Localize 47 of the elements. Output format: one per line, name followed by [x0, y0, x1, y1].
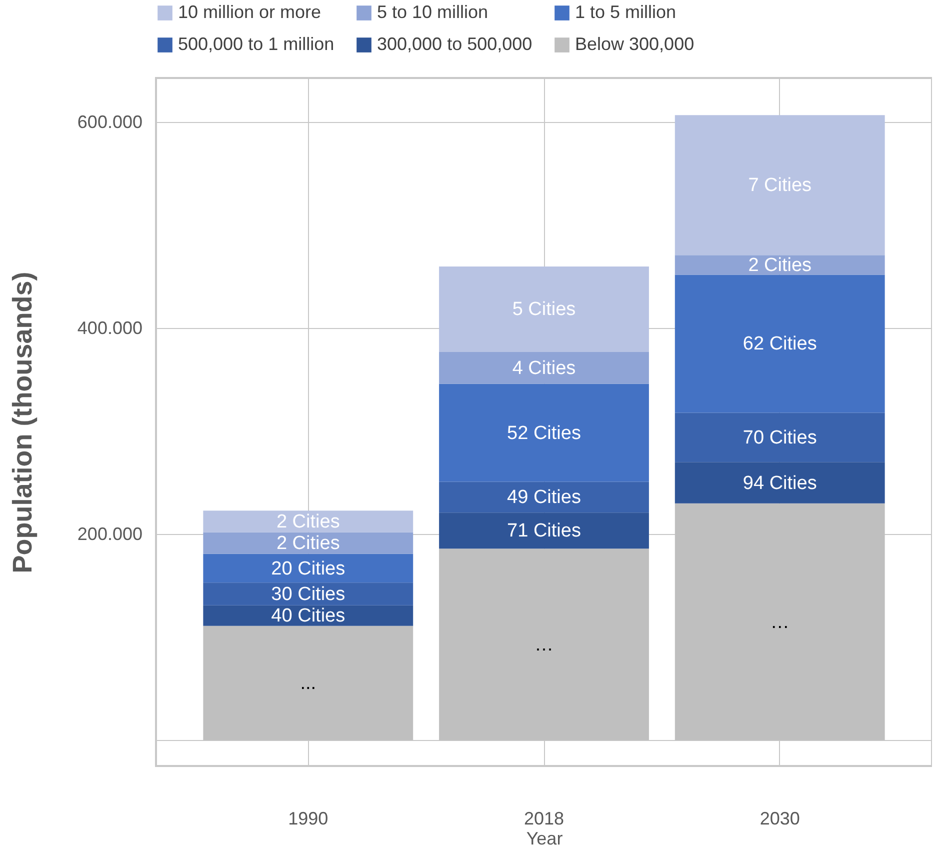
legend-label: 500,000 to 1 million	[178, 34, 334, 54]
x-axis-title: Year	[526, 828, 563, 848]
legend-label: 5 to 10 million	[377, 2, 488, 22]
annotation: 40 Cities	[271, 606, 346, 627]
x-tick-label: 2018	[524, 808, 564, 828]
y-tick-label: 600.000	[77, 112, 142, 132]
annotation: …	[770, 612, 790, 633]
x-tick-label: 1990	[288, 808, 328, 828]
annotation: 7 Cities	[748, 175, 812, 196]
annotation: 2 Cities	[276, 511, 340, 532]
bar	[674, 412, 885, 462]
annotation: 4 Cities	[512, 358, 576, 379]
legend-label: 1 to 5 million	[575, 2, 676, 22]
bar	[203, 605, 414, 626]
legend-label: 10 million or more	[178, 2, 322, 22]
bar	[674, 462, 885, 504]
bar	[203, 510, 414, 532]
annotation: 2 Cities	[276, 533, 340, 554]
y-tick-label: 400.000	[77, 318, 142, 338]
annotation: 30 Cities	[271, 584, 346, 605]
annotation: 71 Cities	[507, 520, 581, 542]
bar	[203, 532, 414, 554]
annotation: ...	[300, 673, 316, 694]
legend-label: 300,000 to 500,000	[377, 34, 532, 54]
annotation: 94 Cities	[742, 472, 817, 494]
bar	[674, 115, 885, 256]
bar	[674, 255, 885, 275]
legend-label: Below 300,000	[575, 34, 694, 54]
bar	[439, 352, 649, 384]
annotation: 70 Cities	[742, 427, 817, 448]
annotation: 49 Cities	[507, 487, 581, 508]
annotation: …	[534, 634, 554, 656]
bar	[674, 274, 885, 413]
bar	[439, 512, 649, 549]
annotation: 52 Cities	[507, 422, 581, 444]
bar	[203, 582, 414, 606]
x-tick-label: 2030	[760, 808, 800, 828]
annotation: 20 Cities	[271, 558, 346, 580]
annotation: 2 Cities	[748, 254, 812, 276]
annotation: 5 Cities	[512, 299, 576, 320]
annotation: 62 Cities	[742, 334, 817, 355]
y-tick-label: 200.000	[77, 524, 142, 544]
bar	[203, 554, 414, 583]
y-axis-title: Population (thousands)	[7, 272, 38, 574]
bar	[439, 384, 649, 482]
bar	[439, 266, 649, 352]
bar	[439, 482, 649, 513]
